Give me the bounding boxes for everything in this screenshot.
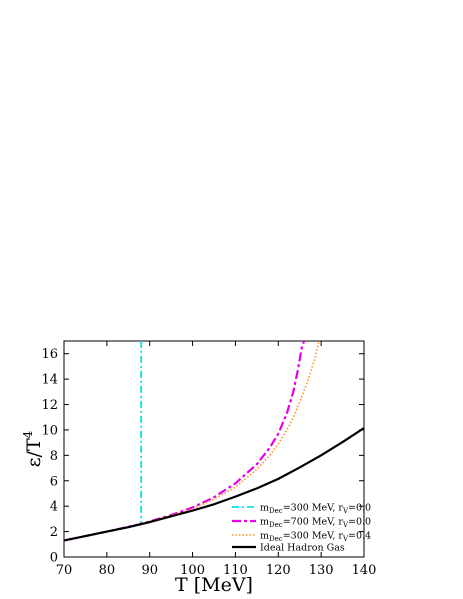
series-layer [64, 341, 364, 542]
y-tick-label: 0 [50, 551, 58, 566]
legend-label-2: mDec=700 MeV, rV=0.0 [260, 517, 371, 530]
x-tick-label: 90 [141, 563, 158, 578]
y-tick-label: 8 [50, 449, 58, 464]
x-tick-label: 70 [56, 563, 73, 578]
y-tick-label: 6 [50, 474, 58, 489]
legend-label-1: mDec=300 MeV, rV=0.0 [260, 503, 371, 516]
series-line-4 [64, 427, 364, 542]
plot-frame [63, 340, 365, 558]
x-tick-label: 130 [309, 563, 334, 578]
x-tick-label: 120 [266, 563, 291, 578]
y-tick-label: 12 [41, 398, 58, 413]
legend-label-3: mDec=300 MeV, rV=0.4 [260, 531, 371, 544]
x-tick-label: 140 [352, 563, 377, 578]
x-tick-label: 110 [223, 563, 248, 578]
y-axis-title: ε/T4 [21, 430, 45, 467]
y-tick-label: 16 [41, 347, 58, 362]
y-tick-label: 14 [41, 373, 58, 388]
series-line-1 [64, 341, 143, 542]
y-tick-label: 4 [50, 500, 58, 515]
y-tick-label: 2 [50, 525, 58, 540]
x-tick-label: 80 [99, 563, 116, 578]
series-line-2 [64, 341, 306, 542]
y-axis-title-superscript: 4 [21, 430, 35, 438]
x-axis-title: T [MeV] [175, 574, 253, 596]
series-line-3 [64, 341, 320, 542]
axis-tick-labels: 70 80 90 100 110 120 130 140 0 2 4 6 8 10 12 14 16 [41, 347, 376, 578]
x-tick-label: 100 [180, 563, 205, 578]
legend-label-4: Ideal Hadron Gas [260, 543, 345, 554]
y-tick-label: 10 [41, 423, 58, 438]
